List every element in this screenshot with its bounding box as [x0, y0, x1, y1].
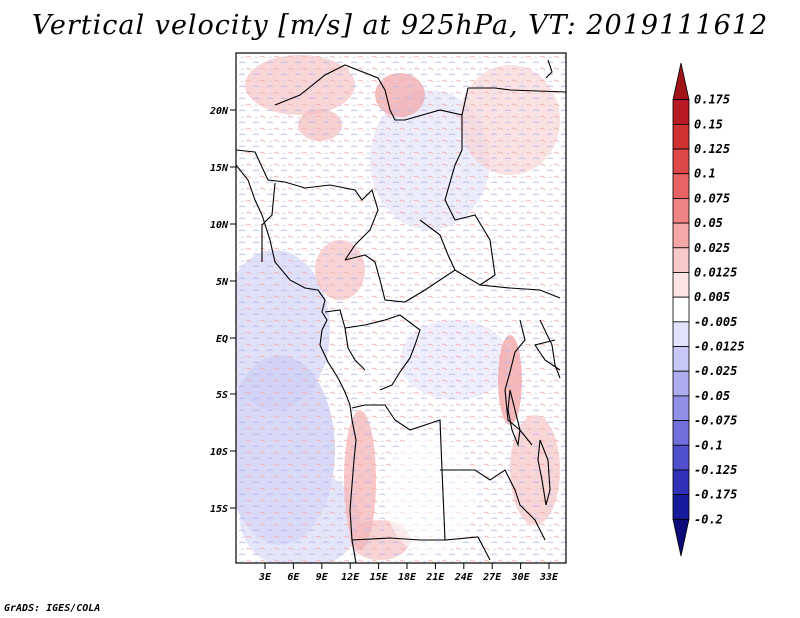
colorbar-label: 0.0125	[694, 265, 737, 279]
lon-tick-label: 33E	[539, 572, 559, 583]
colorbar-label: -0.075	[694, 414, 737, 428]
colorbar-label: 0.025	[694, 241, 730, 255]
colorbar-swatch	[672, 148, 690, 175]
lon-tick-label: 3E	[258, 572, 272, 583]
lat-tick-label: 10S	[210, 447, 228, 458]
colorbar-label: 0.005	[694, 290, 730, 304]
vertical-velocity-field	[236, 53, 566, 563]
lon-tick-label: 21E	[425, 572, 445, 583]
colorbar-swatch	[672, 469, 690, 496]
colorbar-label: -0.05	[694, 389, 730, 403]
colorbar-swatch	[672, 395, 690, 421]
lon-tick-label: 30E	[511, 572, 531, 583]
lat-tick-label: 10N	[210, 220, 229, 231]
colorbar-bottom-arrow	[672, 518, 690, 557]
colorbar-swatch	[672, 198, 690, 224]
colorbar-label: -0.175	[694, 488, 737, 502]
colorbar-swatch	[672, 321, 690, 347]
colorbar-label: 0.175	[694, 93, 730, 107]
colorbar-label: -0.005	[694, 315, 737, 329]
colorbar-swatch	[672, 420, 690, 446]
colorbar: 0.175 0.15 0.125 0.1 0.075 0.05 0.025 0.0125 0.0…	[672, 62, 745, 557]
lon-tick-label: 6E	[287, 572, 300, 583]
colorbar-swatch	[672, 370, 690, 397]
colorbar-swatch	[672, 272, 690, 298]
map-frame	[235, 52, 567, 564]
lat-tick-label: 15S	[210, 504, 228, 515]
colorbar-label: -0.2	[694, 512, 723, 526]
colorbar-swatch	[672, 444, 690, 471]
lon-tick-label: 24E	[454, 572, 474, 583]
lon-tick-label: 15E	[370, 572, 389, 583]
country-borders	[236, 59, 566, 563]
colorbar-top-arrow	[672, 62, 690, 101]
colorbar-label: 0.125	[694, 142, 730, 156]
colorbar-swatch	[672, 173, 690, 199]
map-title: Vertical velocity [m/s] at 925hPa, VT: 2…	[31, 10, 769, 41]
lat-tick-label: EQ	[216, 334, 228, 345]
latitude-axis: 20N 15N 10N 5N EQ 5S 10S 15S	[209, 106, 236, 515]
lon-tick-label: 9E	[316, 572, 329, 583]
colorbar-label: -0.125	[694, 463, 737, 477]
colorbar-label: 0.15	[694, 117, 723, 131]
colorbar-swatch	[672, 222, 690, 249]
colorbar-swatch	[672, 99, 690, 125]
colorbar-label: -0.0125	[694, 340, 745, 354]
colorbar-swatch	[672, 346, 690, 372]
grads-credit: GrADS: IGES/COLA	[4, 603, 101, 614]
colorbar-swatch	[672, 247, 690, 273]
lat-tick-label: 5S	[216, 390, 228, 401]
lat-tick-label: 15N	[210, 163, 229, 174]
lon-tick-label: 18E	[398, 572, 417, 583]
colorbar-label: -0.1	[694, 438, 723, 452]
colorbar-label: 0.075	[694, 191, 730, 205]
lat-tick-label: 5N	[216, 277, 229, 288]
lon-tick-label: 27E	[482, 572, 502, 583]
colorbar-swatch	[672, 296, 690, 323]
lat-tick-label: 20N	[209, 106, 229, 117]
colorbar-label: 0.1	[694, 167, 716, 181]
colorbar-label: 0.05	[694, 216, 723, 230]
colorbar-swatch	[672, 494, 690, 520]
colorbar-label: -0.025	[694, 364, 737, 378]
lon-tick-label: 12E	[341, 572, 360, 583]
longitude-axis: 3E 6E 9E 12E 15E 18E 21E 24E 27E 30E 33E	[258, 563, 559, 583]
colorbar-swatch	[672, 123, 690, 150]
